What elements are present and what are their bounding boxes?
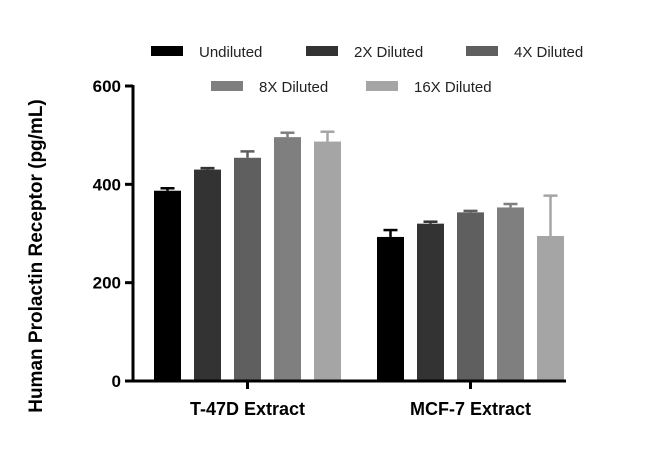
y-axis-label: Human Prolactin Receptor (pg/mL)	[26, 99, 47, 413]
bar-mcf-7-extract-4x-diluted	[457, 212, 484, 381]
bar-t-47d-extract-16x-diluted	[314, 141, 341, 381]
bar-t-47d-extract-undiluted	[154, 190, 181, 381]
bar-t-47d-extract-4x-diluted	[234, 157, 261, 381]
legend-swatch	[366, 81, 398, 91]
bar-mcf-7-extract-undiluted-error-bar	[383, 228, 398, 237]
legend-label: 2X Diluted	[354, 44, 423, 61]
bar-t-47d-extract-2x-diluted	[194, 169, 221, 381]
bar-t-47d-extract-16x-diluted-error-bar	[320, 130, 335, 142]
bar-mcf-7-extract-16x-diluted	[537, 235, 564, 381]
bar-mcf-7-extract-8x-diluted	[497, 207, 524, 381]
legend-item-undiluted: Undiluted	[151, 44, 262, 61]
y-tick-label: 600	[93, 77, 121, 96]
bar-mcf-7-extract-16x-diluted-error-bar	[543, 194, 558, 236]
y-tick-label: 200	[93, 274, 121, 293]
bar-t-47d-extract-8x-diluted-error-bar	[280, 131, 295, 138]
legend-label: Undiluted	[199, 44, 262, 61]
axes: 0 200 400 600 T-47D Extract MCF-7 Extract	[93, 77, 566, 419]
legend-label: 8X Diluted	[259, 79, 328, 96]
bar-mcf-7-extract-8x-diluted-error-bar	[503, 202, 518, 208]
legend-item-8x-diluted: 8X Diluted	[211, 79, 328, 96]
bars	[154, 130, 564, 381]
legend-item-4x-diluted: 4X Diluted	[466, 44, 583, 61]
legend: Undiluted 2X Diluted 4X Diluted 8X Diluted 1…	[151, 44, 583, 96]
bar-t-47d-extract-undiluted-error-bar	[160, 187, 175, 191]
x-tick-label-mcf-7-extract: MCF-7 Extract	[410, 399, 531, 419]
legend-swatch	[151, 46, 183, 56]
bar-t-47d-extract-2x-diluted-error-bar	[200, 166, 215, 170]
bar-t-47d-extract-8x-diluted	[274, 137, 301, 381]
bar-t-47d-extract-4x-diluted-error-bar	[240, 150, 255, 158]
y-tick-label: 400	[93, 175, 121, 194]
legend-item-16x-diluted: 16X Diluted	[366, 79, 492, 96]
x-tick-label-t-47d-extract: T-47D Extract	[190, 399, 305, 419]
legend-swatch	[466, 46, 498, 56]
legend-swatch	[306, 46, 338, 56]
legend-label: 16X Diluted	[414, 79, 492, 96]
bar-mcf-7-extract-2x-diluted-error-bar	[423, 220, 438, 224]
y-tick-label: 0	[112, 372, 121, 391]
bar-mcf-7-extract-2x-diluted	[417, 223, 444, 381]
legend-label: 4X Diluted	[514, 44, 583, 61]
bar-mcf-7-extract-4x-diluted-error-bar	[463, 209, 478, 213]
legend-swatch	[211, 81, 243, 91]
bar-mcf-7-extract-undiluted	[377, 236, 404, 381]
legend-item-2x-diluted: 2X Diluted	[306, 44, 423, 61]
